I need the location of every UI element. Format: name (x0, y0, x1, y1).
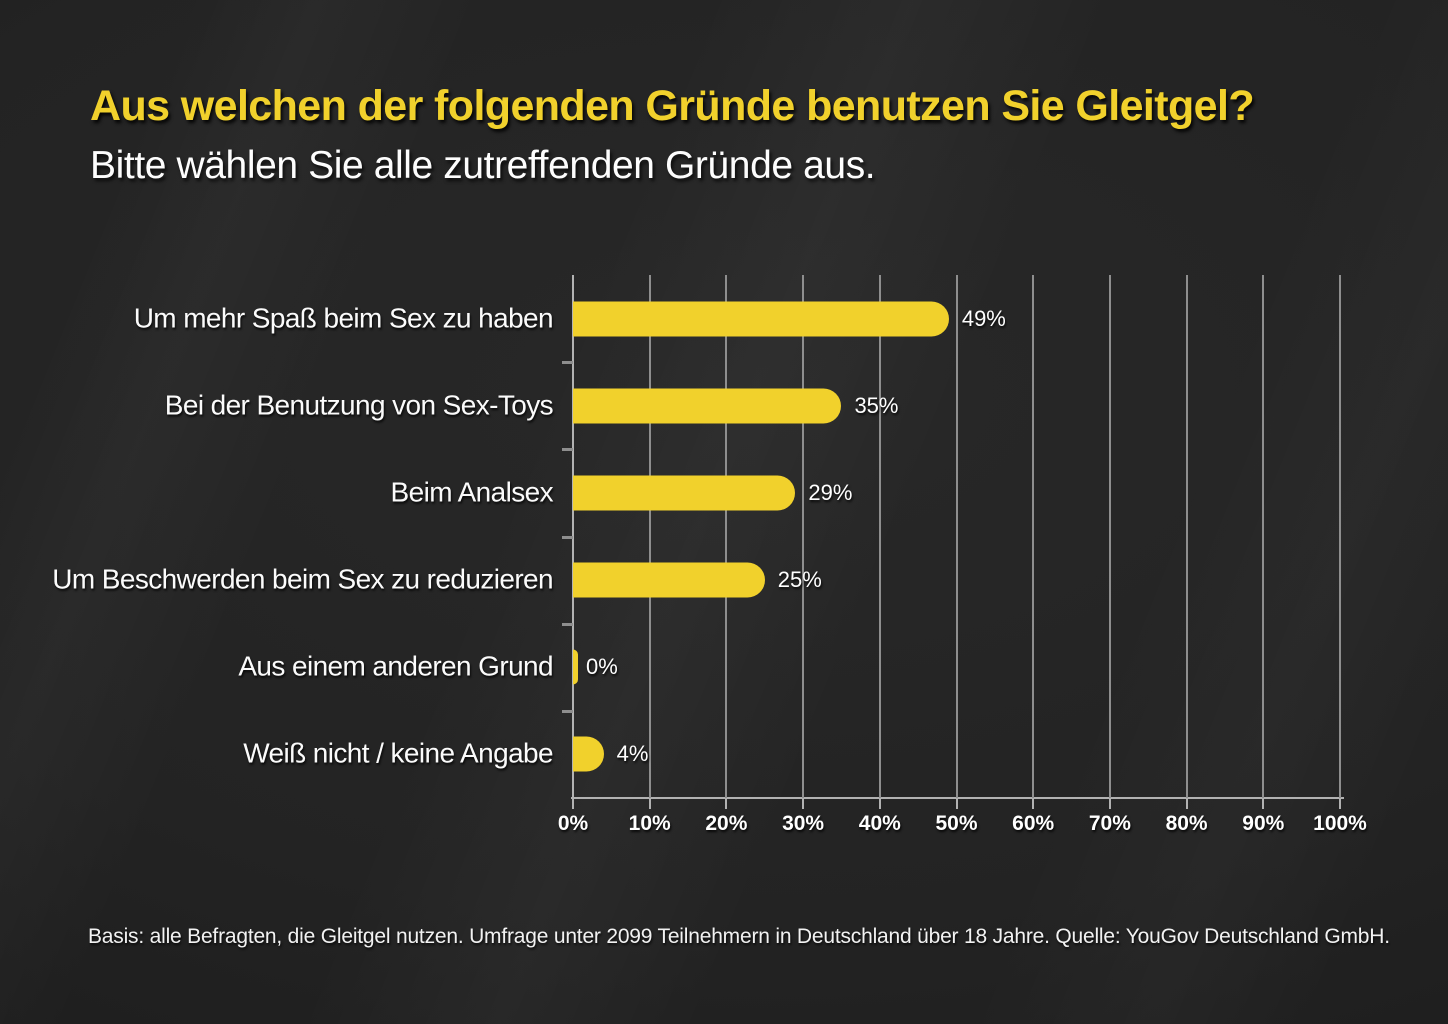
x-axis-tick (1339, 798, 1341, 809)
plot-area: 0% 10% 20% 30% 40% 50% 60% 70% 80% 90% 100% 49% 35% 2… (558, 275, 1367, 834)
bar (573, 388, 842, 424)
x-axis-tick-label: 10% (628, 812, 671, 835)
x-axis-tick-label: 20% (705, 812, 748, 835)
x-axis-tick-label: 60% (1012, 812, 1055, 835)
gridline (725, 275, 728, 798)
x-axis-tick (1108, 798, 1111, 809)
x-axis-tick (955, 798, 958, 809)
gridline (955, 275, 958, 798)
chart-subtitle: Bitte wählen Sie alle zutreffenden Gründ… (90, 144, 876, 188)
y-axis-tick (562, 361, 573, 365)
x-axis-tick (648, 798, 651, 809)
bar-chart: Um mehr Spaß beim Sex zu haben Bei der Be… (0, 275, 1448, 834)
bar-value-label: 0% (586, 654, 618, 680)
x-axis-tick (878, 798, 881, 809)
x-axis-tick-label: 80% (1165, 812, 1208, 835)
y-axis-line (572, 275, 574, 798)
gridline (648, 275, 651, 798)
y-axis-tick (562, 709, 573, 713)
gridline (1185, 275, 1188, 798)
category-label: Aus einem anderen Grund (238, 650, 553, 682)
bar (573, 649, 578, 685)
bar-value-label: 25% (777, 567, 822, 593)
y-axis-tick (562, 535, 573, 539)
x-axis-tick-label: 0% (557, 812, 589, 835)
x-axis-tick-label: 40% (858, 812, 901, 835)
x-axis-tick-label: 30% (782, 812, 825, 835)
y-axis-tick (562, 448, 573, 452)
bar (573, 301, 949, 337)
x-axis-tick (1262, 798, 1265, 809)
gridline (1108, 275, 1111, 798)
source-note: Basis: alle Befragten, die Gleitgel nutz… (88, 925, 1390, 948)
bar (573, 736, 604, 772)
x-axis-tick (572, 798, 574, 809)
category-label: Weiß nicht / keine Angabe (243, 737, 553, 769)
category-label: Bei der Benutzung von Sex-Toys (164, 389, 554, 421)
x-axis-tick-label: 90% (1242, 812, 1285, 835)
header: Aus welchen der folgenden Gründe benutze… (90, 82, 1410, 188)
bar (573, 475, 796, 511)
bar (573, 562, 765, 598)
gridline (802, 275, 805, 798)
gridline (1032, 275, 1035, 798)
x-axis-tick (725, 798, 728, 809)
gridline (1262, 275, 1265, 798)
bar-value-label: 35% (854, 392, 899, 418)
x-axis-tick-label: 50% (935, 812, 978, 835)
bar-value-label: 4% (616, 741, 649, 767)
bar-value-label: 49% (961, 305, 1006, 331)
gridline (1339, 275, 1341, 798)
category-label: Um mehr Spaß beim Sex zu haben (133, 301, 554, 333)
x-axis-tick (802, 798, 805, 809)
chart-title: Aus welchen der folgenden Gründe benutze… (90, 82, 1255, 130)
category-label: Um Beschwerden beim Sex zu reduzieren (52, 563, 553, 595)
category-label: Beim Analsex (390, 476, 554, 508)
category-labels: Um mehr Spaß beim Sex zu haben Bei der Be… (40, 275, 553, 798)
x-axis-tick (1185, 798, 1188, 809)
x-axis-tick (1032, 798, 1035, 809)
gridline (878, 275, 881, 798)
x-axis-tick-label: 70% (1088, 812, 1131, 835)
x-axis-line (571, 797, 1344, 799)
x-axis-tick-label: 100% (1313, 812, 1367, 835)
bar-value-label: 29% (808, 479, 853, 505)
y-axis-tick (562, 622, 573, 626)
